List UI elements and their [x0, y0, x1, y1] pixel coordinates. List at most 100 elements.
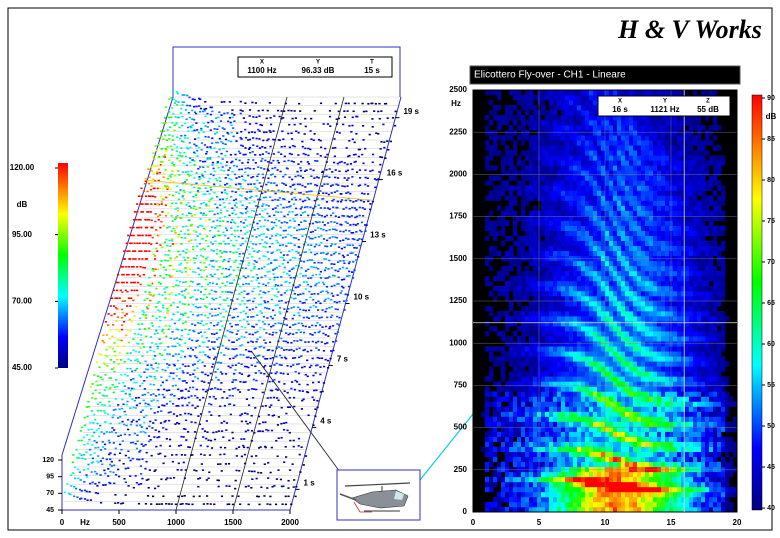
- waterfall-texture: [284, 267, 286, 269]
- waterfall-texture: [186, 215, 188, 217]
- waterfall-texture: [235, 177, 237, 179]
- spectrogram-texture: [497, 120, 501, 125]
- waterfall-texture: [271, 299, 273, 301]
- waterfall-texture: [292, 324, 294, 326]
- waterfall-texture: [321, 309, 323, 311]
- waterfall-texture: [318, 177, 320, 179]
- spectrogram-texture: [565, 261, 569, 266]
- waterfall-texture: [117, 345, 119, 347]
- waterfall-texture: [311, 259, 313, 261]
- spectrogram-texture: [521, 457, 525, 462]
- waterfall-texture: [150, 211, 152, 213]
- waterfall-texture: [300, 260, 302, 262]
- waterfall-texture: [201, 276, 203, 278]
- waterfall-texture: [293, 397, 295, 399]
- spectrogram-texture: [525, 216, 529, 221]
- waterfall-texture: [307, 260, 309, 262]
- spectrogram-texture: [565, 226, 569, 231]
- spectrogram-texture: [557, 196, 561, 201]
- waterfall-texture: [171, 331, 173, 333]
- waterfall-texture: [256, 138, 258, 140]
- spectrogram-texture: [509, 437, 513, 442]
- waterfall-texture: [287, 496, 289, 498]
- waterfall-texture: [132, 338, 134, 340]
- spectrogram-texture: [489, 145, 493, 150]
- waterfall-texture: [91, 435, 93, 437]
- waterfall-texture: [203, 503, 205, 505]
- waterfall-texture: [100, 460, 102, 462]
- spectrogram-texture: [565, 381, 569, 386]
- spectrogram-texture: [561, 311, 565, 316]
- waterfall-texture: [214, 439, 216, 441]
- waterfall-texture: [132, 419, 134, 421]
- spectrogram-texture: [561, 321, 565, 326]
- waterfall-texture: [333, 199, 335, 201]
- spectrogram-texture: [545, 190, 549, 195]
- waterfall-texture: [264, 302, 266, 304]
- waterfall-texture: [134, 258, 136, 260]
- waterfall-texture: [224, 285, 226, 287]
- waterfall-texture: [244, 147, 246, 149]
- waterfall-texture: [312, 382, 314, 384]
- spectrogram-texture: [505, 130, 509, 135]
- waterfall-texture: [300, 267, 302, 269]
- waterfall-texture: [205, 279, 207, 281]
- waterfall-texture: [321, 317, 323, 319]
- spectrogram-texture: [497, 361, 501, 366]
- waterfall-texture: [329, 110, 331, 112]
- spectrogram-texture: [517, 386, 521, 391]
- waterfall-texture: [187, 292, 189, 294]
- waterfall-texture: [245, 219, 247, 221]
- waterfall-texture: [265, 342, 267, 344]
- waterfall-texture: [272, 227, 274, 229]
- spectrogram-texture: [525, 120, 529, 125]
- spectrogram-texture: [525, 462, 529, 467]
- spectrogram-texture: [557, 105, 561, 110]
- waterfall-texture: [305, 288, 307, 290]
- waterfall-texture: [189, 162, 191, 164]
- waterfall-texture: [236, 339, 238, 341]
- waterfall-texture: [344, 177, 346, 179]
- spectrogram-texture: [545, 482, 549, 487]
- waterfall-texture: [243, 154, 245, 156]
- spectrogram-texture: [493, 326, 497, 331]
- waterfall-texture: [211, 341, 213, 343]
- spectrogram-texture: [501, 135, 505, 140]
- waterfall-texture: [108, 440, 110, 442]
- spectrogram-texture: [497, 95, 501, 100]
- waterfall-texture: [229, 403, 231, 405]
- spectrogram-texture: [533, 417, 537, 422]
- waterfall-texture: [238, 446, 240, 448]
- waterfall-texture: [154, 165, 156, 167]
- waterfall-texture: [181, 140, 183, 142]
- waterfall-texture: [294, 176, 296, 178]
- spectrogram-texture: [509, 492, 513, 497]
- waterfall-texture: [168, 159, 170, 161]
- spectrogram-texture: [501, 427, 505, 432]
- waterfall-texture: [203, 202, 205, 204]
- waterfall-texture: [251, 291, 253, 293]
- spectrogram-texture: [561, 120, 565, 125]
- spectrogram-texture: [533, 256, 537, 261]
- spectrogram-texture: [545, 145, 549, 150]
- waterfall-texture: [273, 153, 275, 155]
- spectrogram-texture: [561, 190, 565, 195]
- spectrogram-texture: [525, 226, 529, 231]
- waterfall-texture: [284, 292, 286, 294]
- spectrogram-texture: [557, 422, 561, 427]
- waterfall-texture: [203, 381, 205, 383]
- waterfall-texture: [277, 424, 279, 426]
- waterfall-texture: [266, 213, 268, 215]
- waterfall-texture: [343, 208, 345, 210]
- waterfall-texture: [382, 124, 384, 126]
- spectrogram-texture: [541, 366, 545, 371]
- waterfall-texture: [106, 334, 108, 336]
- spectrogram-texture: [489, 165, 493, 170]
- waterfall-texture: [149, 421, 151, 423]
- spectrogram-texture: [549, 150, 553, 155]
- spectrogram-texture: [521, 497, 525, 502]
- spectrogram-texture: [521, 165, 525, 170]
- waterfall-texture: [320, 242, 322, 244]
- spectrogram-texture: [541, 417, 545, 422]
- waterfall-texture: [204, 144, 206, 146]
